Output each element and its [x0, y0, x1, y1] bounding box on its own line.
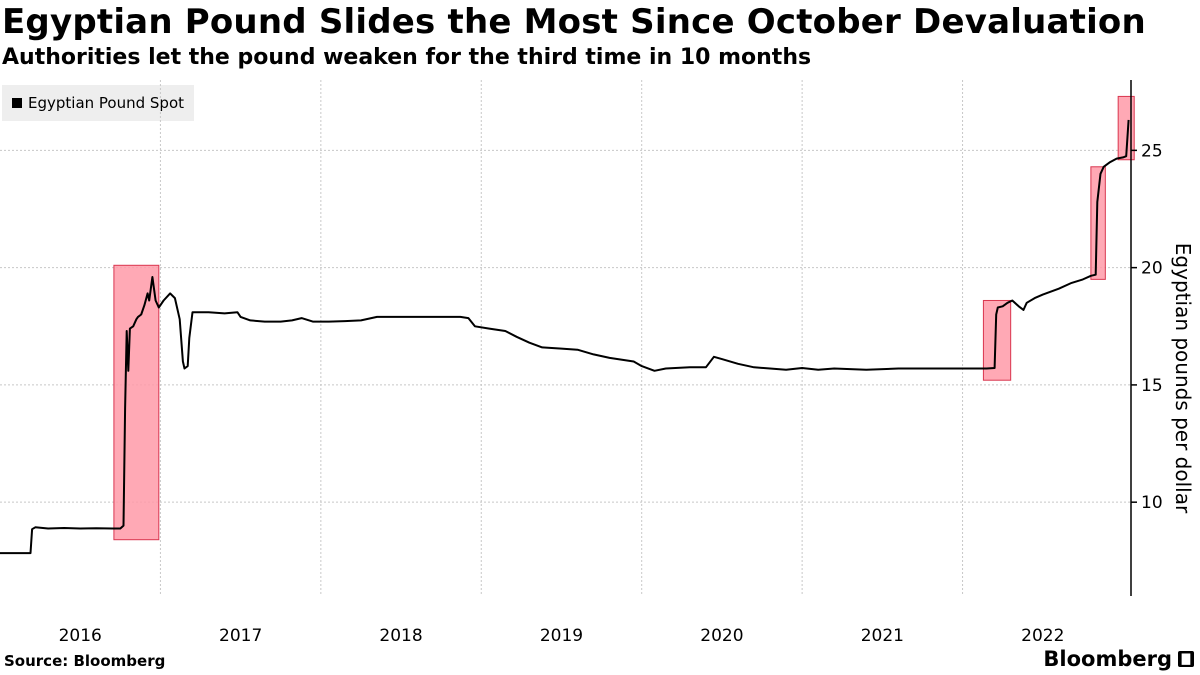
legend-swatch — [12, 98, 22, 108]
chart-bars-icon: ▇ — [1178, 651, 1194, 667]
chart-subtitle: Authorities let the pound weaken for the… — [2, 45, 812, 70]
x-tick-label: 2017 — [219, 626, 262, 646]
highlight-box — [113, 264, 160, 541]
highlight-box — [1117, 95, 1135, 161]
highlight-box — [1090, 166, 1106, 280]
series-line — [0, 119, 1130, 555]
x-tick-label: 2018 — [379, 626, 422, 646]
y-tick-label: 20 — [1141, 259, 1163, 279]
legend-label: Egyptian Pound Spot — [28, 94, 185, 112]
x-tick-label: 2020 — [700, 626, 743, 646]
x-tick-label: 2016 — [59, 626, 102, 646]
x-tick-label: 2021 — [861, 626, 904, 646]
x-tick-label: 2022 — [1021, 626, 1064, 646]
y-tick-label: 15 — [1141, 376, 1163, 396]
source-note: Source: Bloomberg — [4, 652, 166, 670]
y-tick-label: 25 — [1141, 141, 1163, 161]
y-tick-label: 10 — [1141, 493, 1163, 513]
chart-title: Egyptian Pound Slides the Most Since Oct… — [2, 2, 1146, 42]
y-axis-title: Egyptian pounds per dollar — [1171, 243, 1195, 514]
brand-name: Bloomberg — [1043, 647, 1172, 671]
brand-logo: Bloomberg ▇ — [1043, 647, 1194, 671]
legend: Egyptian Pound Spot — [2, 85, 195, 121]
x-tick-label: 2019 — [540, 626, 583, 646]
